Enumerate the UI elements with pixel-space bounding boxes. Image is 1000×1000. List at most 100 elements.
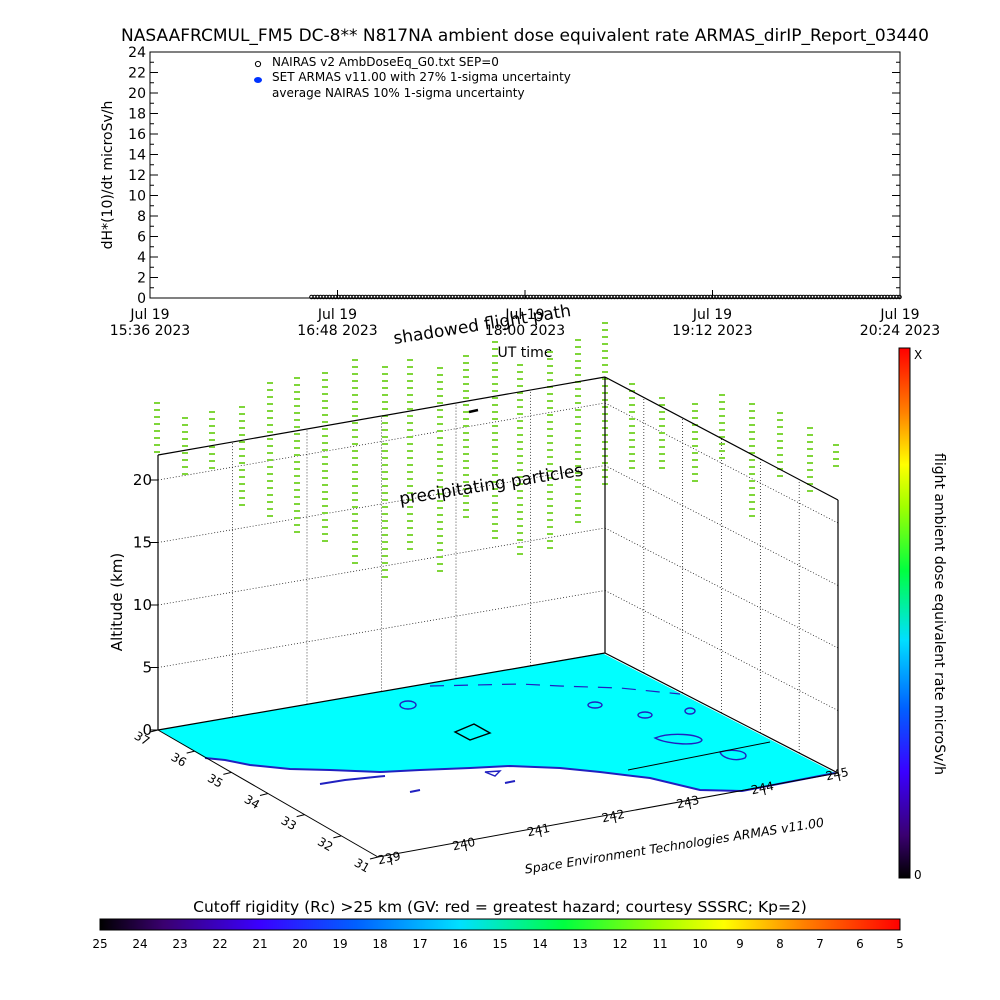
dose-point — [561, 294, 566, 300]
dose-point — [483, 294, 488, 300]
altitude-tick-label: 5 — [142, 659, 152, 677]
plot-frame — [149, 51, 901, 299]
dose-point — [633, 294, 638, 300]
longitude-tick-mark — [762, 786, 766, 796]
rigidity-tick-label: 11 — [652, 937, 667, 951]
dose-point — [771, 294, 776, 300]
dose-point — [339, 294, 344, 300]
dose-point — [651, 294, 656, 300]
dose-point — [810, 294, 815, 300]
dose-point — [897, 294, 902, 300]
dose-point — [585, 294, 590, 300]
dose-point — [486, 294, 491, 300]
dose-point — [513, 294, 518, 300]
dose-point — [606, 294, 611, 300]
dose-point — [756, 294, 761, 300]
dose-point — [423, 294, 428, 300]
y-tick-label: 4 — [137, 250, 146, 266]
dose-point — [366, 294, 371, 300]
dose-point — [702, 294, 707, 300]
dose-point — [363, 294, 368, 300]
dose-point — [687, 294, 692, 300]
longitude-tick-label: 241 — [526, 821, 551, 839]
contours — [319, 700, 747, 793]
altitude-tick-label: 15 — [133, 534, 152, 552]
legend-marker-armas — [254, 77, 262, 83]
legend: NAIRAS v2 AmbDoseEq_G0.txt SEP=0 SET ARM… — [254, 55, 571, 100]
rigidity-colorbar: Cutoff rigidity (Rc) >25 km (GV: red = g… — [92, 898, 903, 951]
dose-point — [546, 294, 551, 300]
dose-point — [849, 294, 854, 300]
dose-point — [570, 294, 575, 300]
dose-point — [390, 294, 395, 300]
y-tick-label: 2 — [137, 271, 146, 287]
rigidity-colorbar-title: Cutoff rigidity (Rc) >25 km (GV: red = g… — [193, 898, 807, 916]
longitude-tick-label: 244 — [750, 779, 775, 797]
dose-point — [624, 294, 629, 300]
dose-point — [531, 294, 536, 300]
dose-point — [411, 294, 416, 300]
rigidity-tick-label: 10 — [692, 937, 707, 951]
dose-point — [474, 294, 479, 300]
wall-gridline — [604, 527, 839, 649]
longitude-tick-mark — [538, 828, 542, 838]
dose-point — [525, 294, 530, 300]
dose-point — [558, 294, 563, 300]
dose-point — [588, 294, 593, 300]
dose-point — [372, 294, 377, 300]
y-tick-label: 8 — [137, 209, 146, 225]
altitude-tick-label: 10 — [133, 596, 152, 614]
dose-point — [471, 294, 476, 300]
dose-point — [822, 294, 827, 300]
x-tick-date: Jul 19 — [504, 307, 544, 323]
x-tick-date: Jul 19 — [129, 307, 169, 323]
y-tick-label: 18 — [128, 107, 146, 123]
dose-point — [324, 294, 329, 300]
dose-point — [876, 294, 881, 300]
dose-point — [768, 294, 773, 300]
dose-point — [693, 294, 698, 300]
dose-point — [846, 294, 851, 300]
x-tick-time: 19:12 2023 — [672, 323, 752, 339]
rigidity-ticks: 25 24 23 22 21 20 19 18 17 16 15 14 13 12 11 10 9 8 7 6 5 — [92, 937, 903, 951]
dose-point — [555, 294, 560, 300]
dose-point — [858, 294, 863, 300]
dose-point — [510, 294, 515, 300]
dose-point — [723, 294, 728, 300]
dose-point — [348, 294, 353, 300]
x-tick-time: 20:24 2023 — [860, 323, 940, 339]
dose-point — [417, 294, 422, 300]
dose-point — [792, 294, 797, 300]
dose-point — [351, 294, 356, 300]
rigidity-tick-label: 22 — [212, 937, 227, 951]
dose-point — [819, 294, 824, 300]
dose-point — [891, 294, 896, 300]
dose-point — [615, 294, 620, 300]
dose-point — [801, 294, 806, 300]
dose-point — [699, 294, 704, 300]
legend-marker-nairas — [254, 60, 262, 68]
rigidity-tick-label: 7 — [816, 937, 824, 951]
dose-point — [447, 294, 452, 300]
dose-point — [870, 294, 875, 300]
dose-point — [765, 294, 770, 300]
dose-point — [582, 294, 587, 300]
dose-point — [375, 294, 380, 300]
dose-point — [315, 294, 320, 300]
dose-point — [894, 294, 899, 300]
dose-point — [642, 294, 647, 300]
legend-entry-armas: SET ARMAS v11.00 with 27% 1-sigma uncert… — [272, 70, 571, 84]
dose-point — [477, 294, 482, 300]
dose-point — [726, 294, 731, 300]
wall-gridline — [157, 402, 606, 481]
longitude-tick-mark — [389, 856, 393, 866]
longitude-axis-line — [377, 772, 839, 858]
dose-point — [501, 294, 506, 300]
dose-point — [312, 294, 317, 300]
dose-point — [621, 294, 626, 300]
dose-point — [516, 294, 521, 300]
dose-point — [318, 294, 323, 300]
dose-point — [495, 294, 500, 300]
